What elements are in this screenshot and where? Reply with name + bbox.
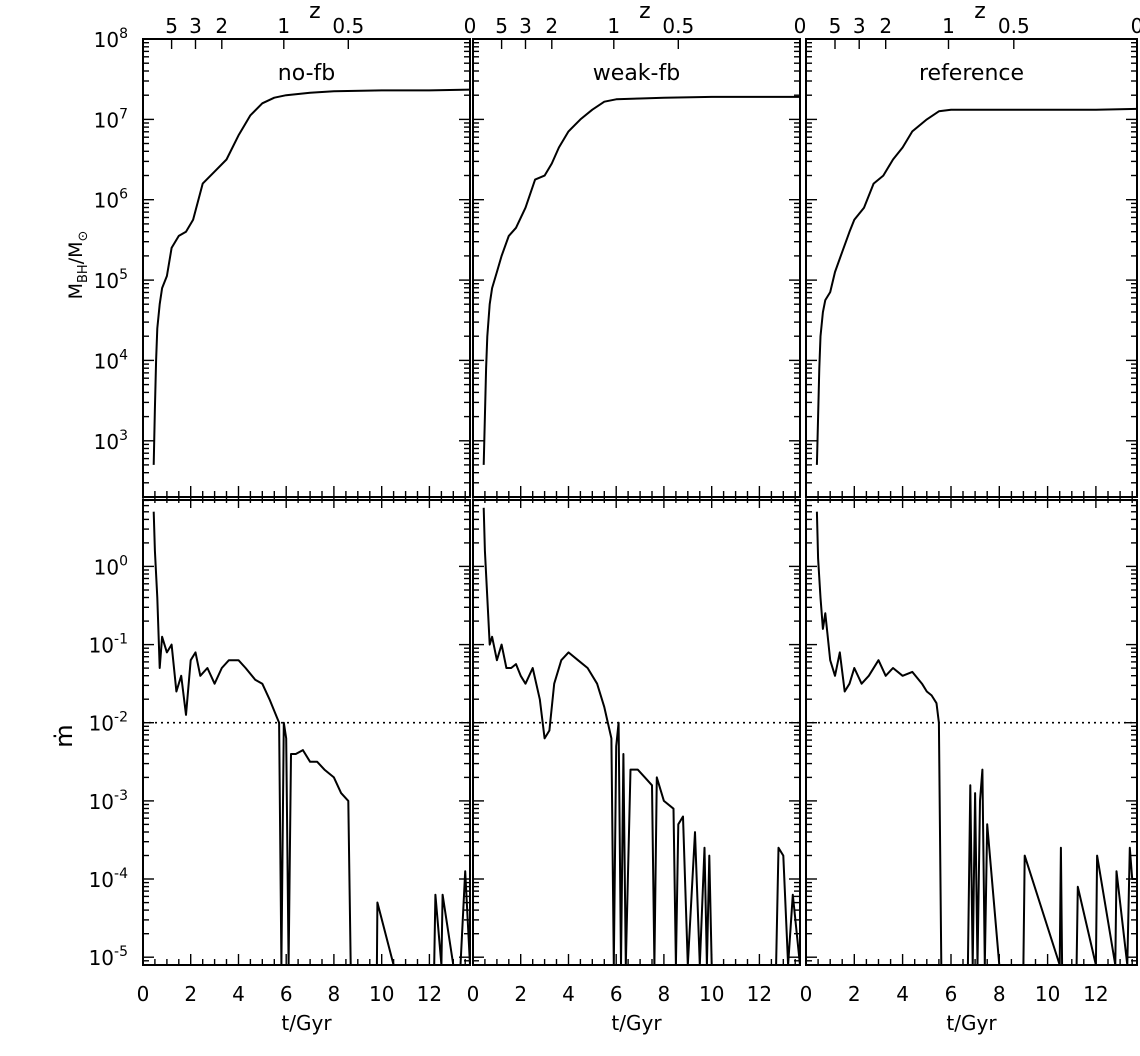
x-tick-label: 6: [610, 982, 623, 1006]
x-tick-label: 2: [848, 982, 861, 1006]
data-series-no-fb: [152, 88, 471, 465]
x-axis-label: t/Gyr: [281, 1011, 332, 1035]
top-axis-tick-label: 0: [794, 14, 807, 38]
x-tick-label: 4: [896, 982, 909, 1006]
x-tick-label: 10: [369, 982, 394, 1006]
top-axis-label: z: [309, 0, 321, 24]
data-series-weak-fb: [482, 95, 800, 465]
x-axis-label: t/Gyr: [946, 1011, 997, 1035]
plot-frame: [472, 499, 801, 966]
x-tick-label: 2: [184, 982, 197, 1006]
top-axis-tick-label: 3: [519, 14, 532, 38]
top-axis-label: z: [974, 0, 986, 24]
curves-layer: [143, 88, 1138, 966]
top-axis-tick-label: 5: [165, 14, 178, 38]
top-axis-tick-label: 5: [829, 14, 842, 38]
top-axis-tick-label: 2: [545, 14, 558, 38]
top-axis-tick-label: 1: [277, 14, 290, 38]
x-axis-label: t/Gyr: [611, 1011, 662, 1035]
x-tick-label: 12: [1083, 982, 1108, 1006]
top-axis-tick-label: 2: [215, 14, 228, 38]
top-axis-tick-label: 2: [879, 14, 892, 38]
top-axis-tick-label: 0: [1131, 14, 1140, 38]
y-tick-label: 10-2: [89, 710, 128, 736]
y-axis-label-black-hole-mass: MBH/M⊙: [65, 231, 91, 300]
top-axis-tick-label: 1: [607, 14, 620, 38]
x-tick-label: 12: [747, 982, 772, 1006]
top-axis-tick-label: 0.5: [662, 14, 694, 38]
y-tick-label: 108: [94, 26, 128, 52]
data-series-reference: [815, 511, 1137, 966]
y-tick-label: 105: [94, 267, 128, 293]
y-axis-label-accretion-rate: ṁ: [50, 724, 78, 747]
x-tick-label: 0: [137, 982, 150, 1006]
y-tick-label: 10-4: [89, 866, 129, 892]
y-tick-label: 100: [94, 553, 128, 579]
data-series-weak-fb: [482, 507, 801, 966]
top-axis-label: z: [639, 0, 651, 24]
panel-title-no-fb: no-fb: [278, 61, 335, 86]
data-series-no-fb: [152, 511, 471, 966]
top-axis-tick-label: 0.5: [332, 14, 364, 38]
panel-title-reference: reference: [919, 61, 1024, 86]
top-axis-tick-label: 5: [495, 14, 508, 38]
y-tick-label: 106: [94, 187, 128, 213]
top-axis-tick-label: 0: [464, 14, 477, 38]
plot-frame: [472, 38, 801, 498]
x-tick-label: 8: [658, 982, 671, 1006]
top-axis-tick-label: 1: [942, 14, 955, 38]
x-tick-label: 10: [1035, 982, 1060, 1006]
x-tick-label: 8: [328, 982, 341, 1006]
y-tick-label: 104: [94, 347, 128, 373]
x-tick-label: 8: [993, 982, 1006, 1006]
y-tick-label: 10-1: [89, 632, 128, 658]
data-series-reference: [815, 107, 1138, 465]
frames-layer: [142, 38, 1138, 966]
y-tick-label: 107: [94, 106, 128, 132]
x-tick-label: 6: [280, 982, 293, 1006]
plot-frame: [805, 38, 1138, 498]
x-tick-label: 10: [699, 982, 724, 1006]
top-axis-tick-label: 3: [189, 14, 202, 38]
top-axis-tick-label: 3: [853, 14, 866, 38]
plot-frame: [805, 499, 1138, 966]
x-tick-label: 4: [562, 982, 575, 1006]
x-tick-label: 2: [514, 982, 527, 1006]
x-tick-label: 12: [417, 982, 442, 1006]
top-axis-tick-label: 0.5: [998, 14, 1030, 38]
x-tick-label: 4: [232, 982, 245, 1006]
panel-title-weak-fb: weak-fb: [593, 61, 680, 86]
x-tick-label: 0: [467, 982, 480, 1006]
x-tick-label: 0: [800, 982, 813, 1006]
y-tick-label: 103: [94, 428, 128, 454]
x-tick-label: 6: [945, 982, 958, 1006]
plot-frame: [142, 499, 471, 966]
plot-frame: [142, 38, 471, 498]
y-tick-label: 10-5: [89, 944, 128, 970]
y-tick-label: 10-3: [89, 788, 128, 814]
